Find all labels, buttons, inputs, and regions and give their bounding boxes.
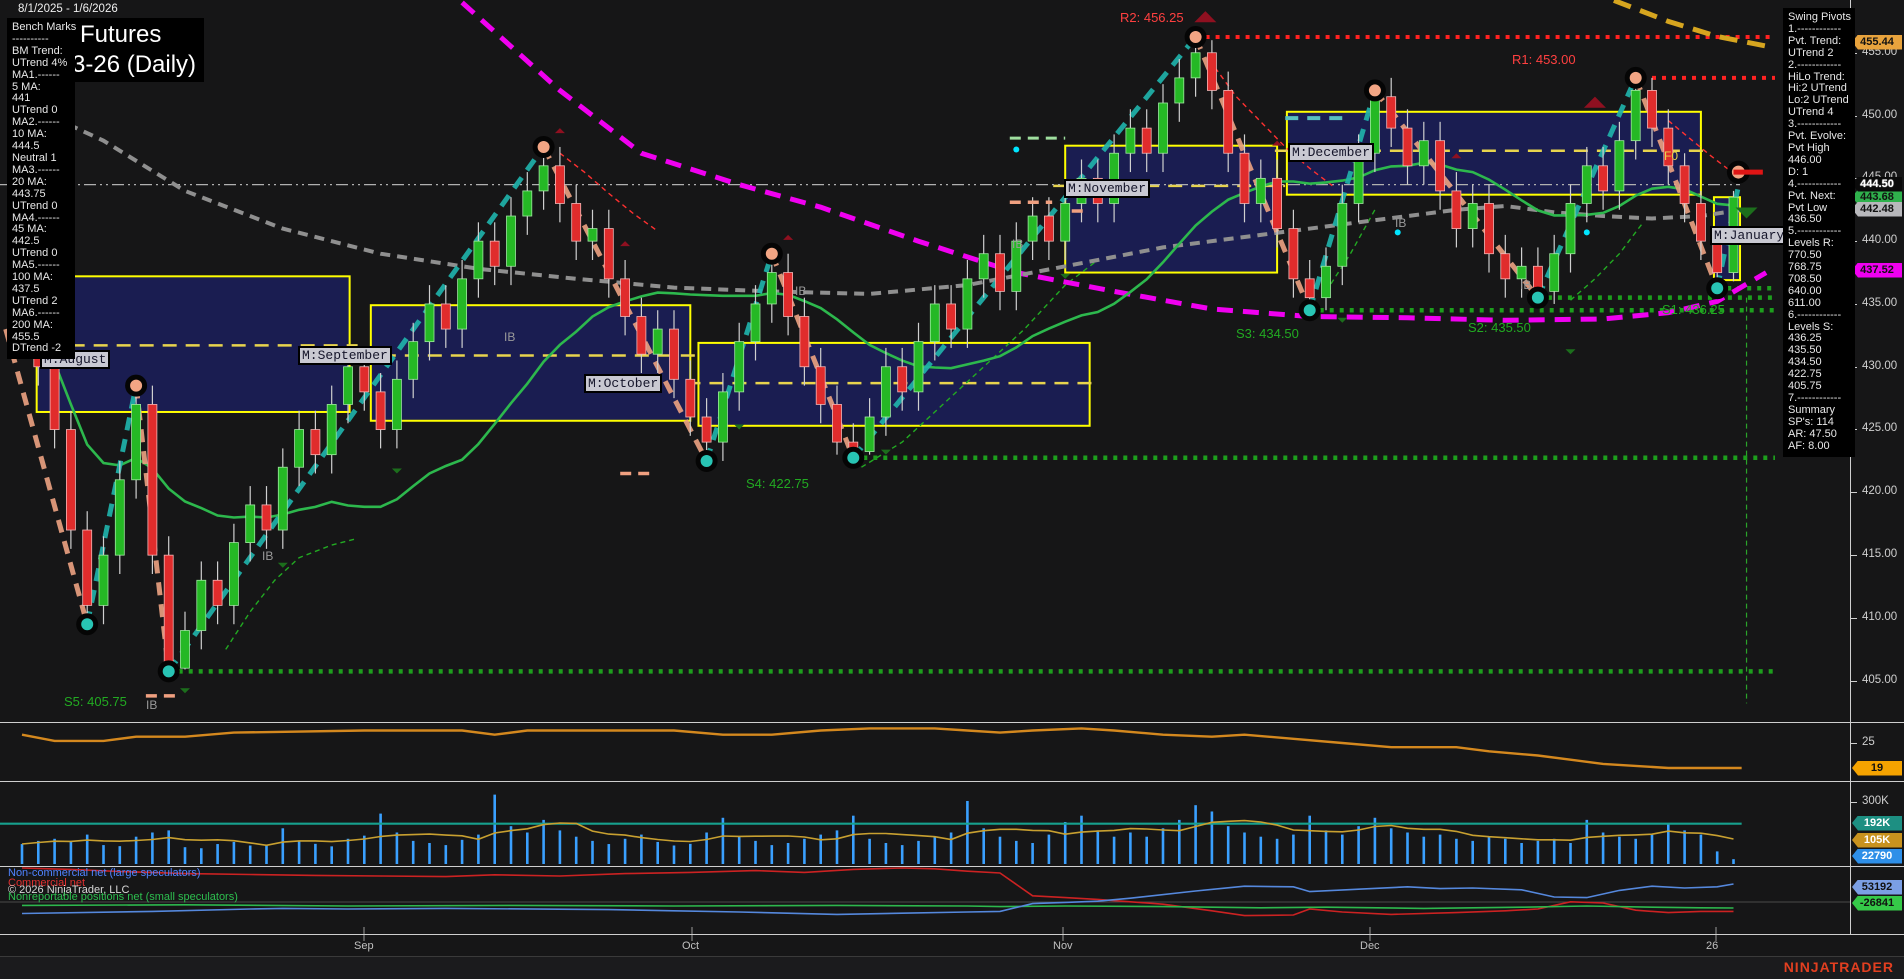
swing-line: 405.75 [1788, 380, 1822, 393]
swing-line: Pvt Low [1788, 201, 1828, 214]
bench-line: 45 MA: [12, 223, 47, 236]
legend-nonreportable: Nonreportable positions net (small specu… [8, 891, 238, 903]
bench-line: DTrend -2 [12, 342, 62, 355]
swing-line: 3.------------ [1788, 118, 1842, 131]
swing-line: UTrend 2 [1788, 46, 1834, 59]
bench-line: UTrend 2 [12, 294, 58, 307]
bench-line: MA4.------ [12, 211, 60, 224]
bench-line: UTrend 0 [12, 247, 58, 260]
time-axis-label: Nov [1053, 940, 1073, 952]
bench-line: MA3.------ [12, 163, 60, 176]
bench-line: 455.5 [12, 330, 40, 343]
swing-line: 611.00 [1788, 296, 1821, 309]
legend-commercial: Commercial net [8, 877, 86, 889]
swing-line: SP's: 114 [1788, 415, 1834, 428]
chart-title-line2: 3-26 (Daily) [72, 51, 197, 78]
swing-line: 5.------------ [1788, 225, 1842, 238]
swing-line: Swing Pivots [1788, 11, 1851, 23]
legend-noncommercial: Non-commercial net (large speculators) [8, 867, 201, 879]
swing-pivots-panel: Swing Pivots 1.------------ Pvt. Trend: UTr… [1783, 8, 1855, 457]
bench-line: BM Trend: [12, 44, 63, 57]
swing-line: HiLo Trend: [1788, 70, 1845, 83]
copyright-label: © 2026 NinjaTrader, LLC [8, 884, 130, 896]
swing-line: Pvt High [1788, 141, 1830, 154]
swing-line: Levels S: [1788, 320, 1834, 333]
bench-line: Neutral 1 [12, 151, 57, 164]
time-axis-label: Sep [354, 940, 374, 952]
swing-line: 640.00 [1788, 284, 1822, 297]
swing-line: AR: 47.50 [1788, 427, 1837, 440]
bench-line: 10 MA: [12, 128, 47, 141]
swing-line: 7.------------ [1788, 392, 1842, 404]
chart-title-line1: Futures [80, 21, 162, 48]
swing-line: 6.------------ [1788, 308, 1842, 321]
swing-line: Summary [1788, 403, 1836, 416]
time-axis-label: 26 [1706, 940, 1719, 952]
bench-line: 437.5 [12, 282, 40, 295]
swing-line: Pvt. Next: [1788, 189, 1836, 202]
ninjatrader-logo: NINJATRADER [1783, 959, 1894, 975]
swing-line: 435.50 [1788, 344, 1822, 357]
bench-line: Bench Marks [12, 21, 77, 33]
swing-line: AF: 8.00 [1788, 439, 1830, 452]
cot-legend: Non-commercial net (large speculators) C… [8, 868, 238, 903]
swing-line: 436.50 [1788, 213, 1822, 226]
swing-line: 446.00 [1788, 153, 1822, 166]
time-axis-label: Dec [1360, 940, 1380, 952]
bench-line: 441 [12, 92, 31, 105]
swing-line: UTrend 4 [1788, 106, 1834, 119]
bench-line: 444.5 [12, 140, 40, 153]
swing-line: Hi:2 UTrend [1788, 82, 1847, 95]
bench-marks-panel: Bench Marks ---------- BM Trend: UTrend 4% M… [7, 18, 77, 360]
status-bar [0, 956, 1904, 979]
bench-line: MA1.------ [12, 68, 60, 81]
swing-line: 2.------------ [1788, 58, 1842, 71]
swing-line: Pvt. Trend: [1788, 34, 1842, 47]
bench-line: UTrend 0 [12, 199, 58, 212]
bench-line: 20 MA: [12, 175, 47, 188]
bench-line: 442.5 [12, 235, 40, 248]
swing-line: 770.50 [1788, 249, 1822, 262]
swing-line: Pvt. Evolve: [1788, 130, 1847, 143]
date-range-label: 8/1/2025 - 1/6/2026 [18, 3, 118, 15]
bench-line: 100 MA: [12, 271, 53, 284]
time-axis-label: Oct [682, 940, 700, 952]
bench-line: ---------- [12, 32, 49, 45]
swing-line: 4.------------ [1788, 177, 1842, 190]
bench-line: MA5.------ [12, 259, 60, 272]
bench-line: 443.75 [12, 187, 46, 200]
swing-line: 434.50 [1788, 356, 1822, 369]
bench-line: 5 MA: [12, 80, 41, 93]
swing-line: 1.------------ [1788, 22, 1842, 35]
swing-line: Lo:2 UTrend [1788, 94, 1849, 107]
swing-line: D: 1 [1788, 165, 1809, 178]
swing-line: 436.25 [1788, 332, 1822, 345]
bench-line: MA2.------ [12, 116, 60, 129]
swing-line: 708.50 [1788, 272, 1822, 285]
bench-line: 200 MA: [12, 318, 53, 331]
bench-line: MA6.------ [12, 306, 60, 319]
swing-line: 768.75 [1788, 261, 1822, 274]
swing-line: 422.75 [1788, 368, 1822, 381]
bench-line: UTrend 4% [12, 56, 68, 69]
bench-line: UTrend 0 [12, 104, 58, 117]
swing-line: Levels R: [1788, 237, 1834, 250]
